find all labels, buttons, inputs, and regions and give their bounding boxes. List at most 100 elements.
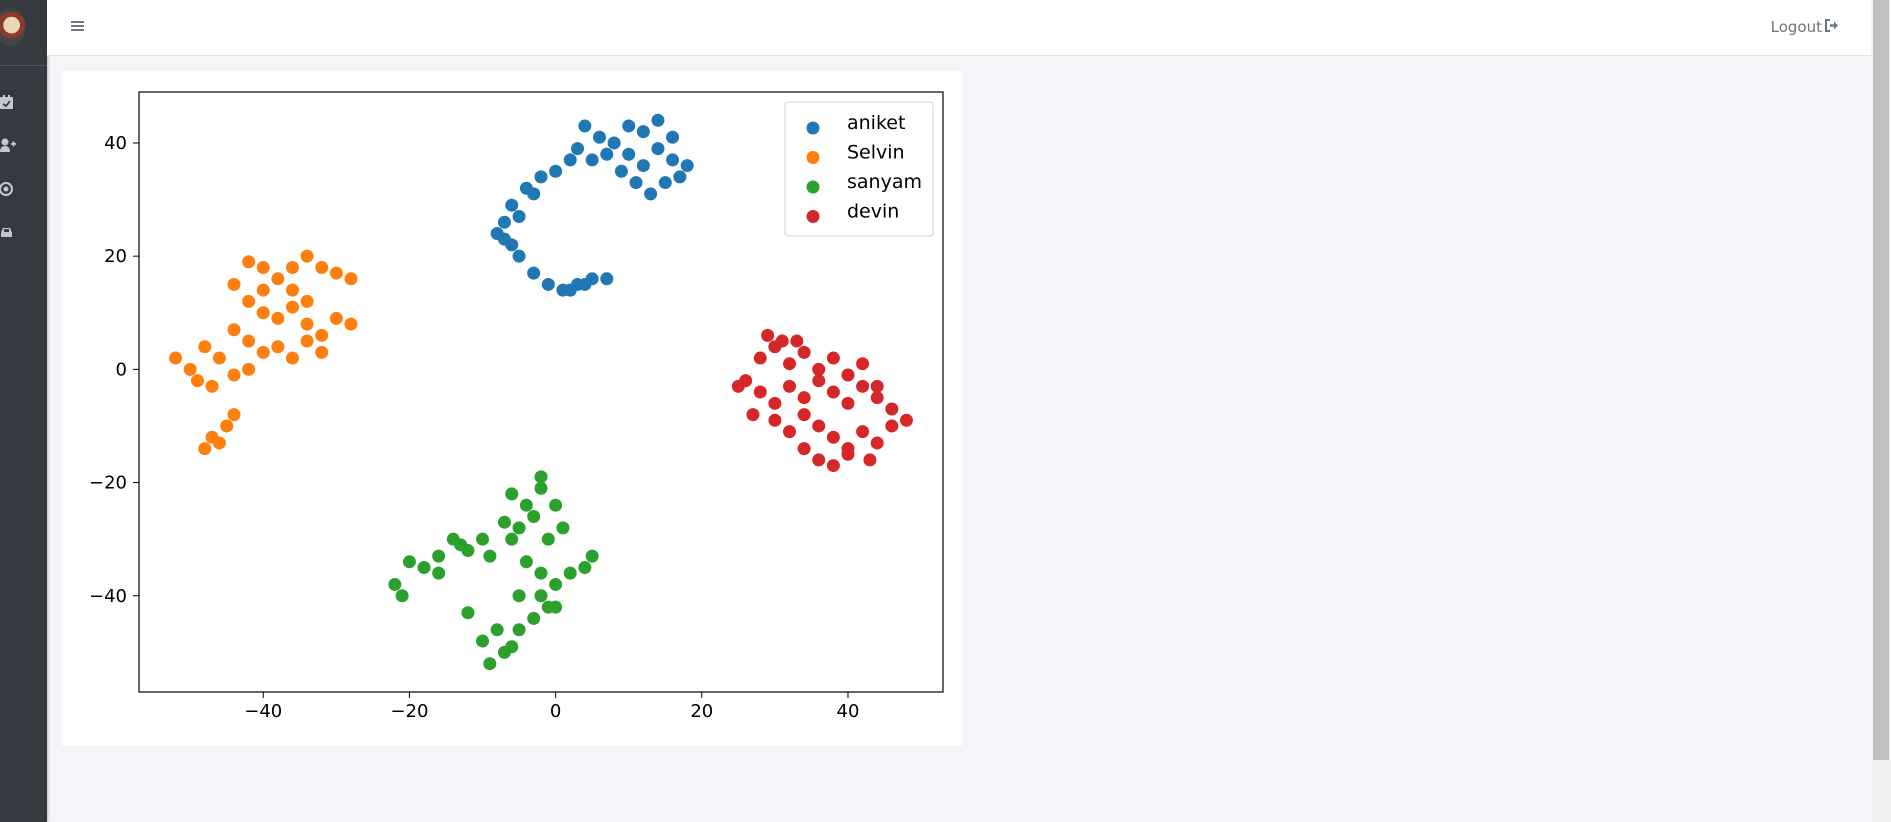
data-point-sanyam bbox=[490, 623, 504, 637]
data-point-Selvin bbox=[256, 306, 270, 320]
data-point-aniket bbox=[666, 153, 680, 167]
data-point-Selvin bbox=[300, 317, 314, 331]
bars-icon[interactable] bbox=[70, 18, 86, 34]
data-point-sanyam bbox=[432, 549, 446, 563]
data-point-devin bbox=[746, 408, 760, 422]
data-point-devin bbox=[775, 334, 789, 348]
data-point-aniket bbox=[600, 272, 614, 286]
data-point-sanyam bbox=[534, 481, 548, 495]
data-point-aniket bbox=[549, 164, 563, 178]
data-point-aniket bbox=[578, 277, 592, 291]
data-point-devin bbox=[885, 419, 899, 433]
data-point-sanyam bbox=[512, 521, 526, 535]
car-icon[interactable] bbox=[0, 224, 16, 240]
data-point-aniket bbox=[571, 142, 585, 156]
data-point-aniket bbox=[636, 159, 650, 173]
x-tick-label: −40 bbox=[244, 701, 282, 722]
data-point-Selvin bbox=[300, 249, 314, 263]
data-point-sanyam bbox=[527, 611, 541, 625]
data-point-devin bbox=[812, 374, 826, 388]
data-point-aniket bbox=[622, 119, 636, 133]
data-point-Selvin bbox=[242, 334, 256, 348]
data-point-sanyam bbox=[505, 532, 519, 546]
data-point-Selvin bbox=[285, 260, 299, 274]
data-point-devin bbox=[826, 385, 840, 399]
data-point-Selvin bbox=[271, 340, 285, 354]
data-point-aniket bbox=[636, 125, 650, 139]
data-point-aniket bbox=[497, 215, 511, 229]
data-point-Selvin bbox=[285, 300, 299, 314]
data-point-Selvin bbox=[198, 442, 212, 456]
data-point-sanyam bbox=[549, 600, 563, 614]
data-point-devin bbox=[899, 413, 913, 427]
data-point-sanyam bbox=[534, 589, 548, 603]
legend-marker-Selvin bbox=[806, 151, 820, 164]
sign-out-icon bbox=[1825, 18, 1839, 36]
data-point-Selvin bbox=[205, 379, 219, 393]
data-point-Selvin bbox=[227, 323, 241, 337]
data-point-Selvin bbox=[220, 419, 234, 433]
top-navbar: Logout bbox=[47, 0, 1871, 56]
y-tick-label: 40 bbox=[104, 133, 127, 154]
scrollbar-thumb[interactable] bbox=[1873, 0, 1889, 760]
y-tick-label: −40 bbox=[89, 586, 127, 607]
data-point-aniket bbox=[527, 187, 541, 201]
x-tick-label: −20 bbox=[390, 701, 428, 722]
data-point-devin bbox=[812, 362, 826, 376]
data-point-devin bbox=[885, 402, 899, 416]
data-point-sanyam bbox=[519, 555, 533, 569]
data-point-aniket bbox=[541, 277, 555, 291]
data-point-aniket bbox=[585, 153, 599, 167]
data-point-devin bbox=[812, 453, 826, 467]
data-point-aniket bbox=[666, 130, 680, 144]
data-point-devin bbox=[863, 453, 877, 467]
x-tick-label: 40 bbox=[837, 701, 860, 722]
data-point-devin bbox=[783, 379, 797, 393]
legend-marker-devin bbox=[806, 210, 820, 223]
data-point-aniket bbox=[673, 170, 687, 184]
data-point-sanyam bbox=[476, 532, 490, 546]
data-point-aniket bbox=[512, 210, 526, 224]
data-point-aniket bbox=[600, 147, 614, 161]
logout-link[interactable]: Logout bbox=[1771, 18, 1839, 36]
data-point-aniket bbox=[651, 113, 665, 127]
data-point-devin bbox=[826, 351, 840, 365]
data-point-devin bbox=[826, 430, 840, 444]
data-point-devin bbox=[768, 396, 782, 410]
data-point-sanyam bbox=[483, 549, 497, 563]
brand-logo-icon[interactable] bbox=[0, 8, 26, 46]
data-point-Selvin bbox=[256, 283, 270, 297]
calendar-check-icon[interactable] bbox=[0, 94, 16, 110]
scrollbar[interactable] bbox=[1871, 0, 1891, 822]
data-point-sanyam bbox=[454, 538, 468, 552]
data-point-aniket bbox=[527, 266, 541, 280]
data-point-Selvin bbox=[329, 311, 343, 325]
data-point-aniket bbox=[512, 249, 526, 263]
legend-label-aniket: aniket bbox=[847, 112, 905, 134]
data-point-sanyam bbox=[388, 577, 402, 591]
data-point-sanyam bbox=[476, 634, 490, 648]
data-point-aniket bbox=[658, 176, 672, 190]
legend-box bbox=[784, 101, 934, 237]
data-point-aniket bbox=[578, 119, 592, 133]
chart-card: −40 −20 0 20 40 40 20 0 −20 −40 aniket Selvin sanyam… bbox=[62, 71, 962, 746]
dot-circle-icon[interactable] bbox=[0, 181, 16, 197]
data-point-Selvin bbox=[329, 266, 343, 280]
data-point-sanyam bbox=[549, 498, 563, 512]
data-point-Selvin bbox=[242, 362, 256, 376]
user-plus-icon[interactable] bbox=[0, 137, 16, 153]
data-point-sanyam bbox=[402, 555, 416, 569]
data-point-Selvin bbox=[271, 272, 285, 286]
data-point-Selvin bbox=[198, 340, 212, 354]
data-point-Selvin bbox=[285, 283, 299, 297]
data-point-devin bbox=[761, 328, 775, 342]
legend-label-Selvin: Selvin bbox=[847, 142, 905, 164]
data-point-devin bbox=[856, 379, 870, 393]
data-point-sanyam bbox=[395, 589, 409, 603]
data-point-sanyam bbox=[432, 566, 446, 580]
data-point-sanyam bbox=[549, 577, 563, 591]
y-tick-label: 0 bbox=[116, 359, 127, 380]
data-point-sanyam bbox=[527, 510, 541, 524]
data-point-Selvin bbox=[344, 272, 358, 286]
data-point-devin bbox=[768, 413, 782, 427]
